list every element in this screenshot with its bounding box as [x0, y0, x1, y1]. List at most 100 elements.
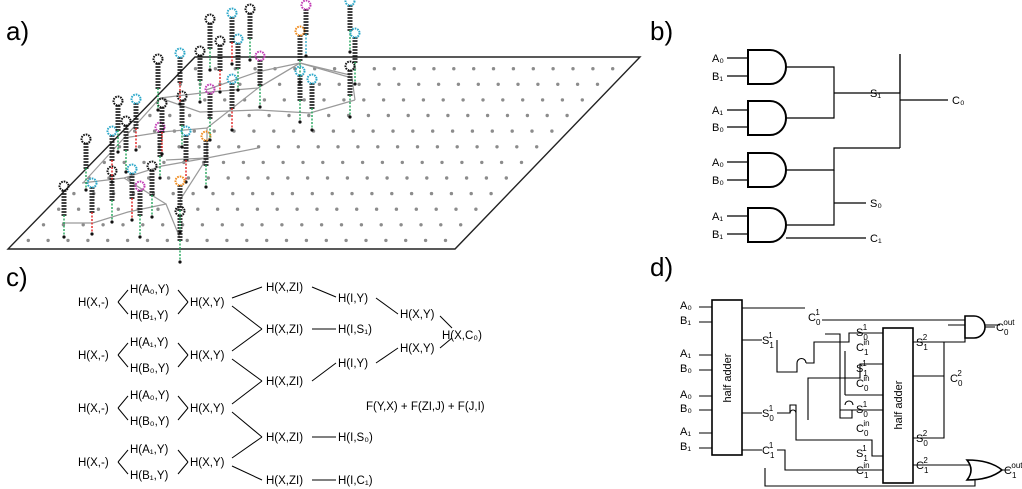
surface-dot	[489, 191, 493, 196]
merge-node: H(X,Y)	[190, 297, 225, 309]
ha2-input-label: S11	[856, 444, 868, 463]
surface-dot	[196, 207, 200, 211]
hairpin-anchor	[150, 215, 154, 219]
hairpin-anchor	[110, 220, 114, 224]
surface-dot	[377, 82, 381, 87]
surface-dot	[291, 129, 296, 133]
surface-dot	[327, 113, 331, 118]
surface-dot	[397, 82, 401, 87]
hairpin-anchor	[84, 188, 88, 192]
xy-node: H(X,Y)	[400, 343, 435, 355]
hairpin-anchor	[204, 185, 208, 189]
hairpin-anchor	[110, 180, 114, 184]
gate-input-label: B₁	[712, 71, 723, 83]
surface-dot	[391, 129, 395, 133]
cascade-edge	[231, 328, 263, 352]
hairpin-anchor	[90, 232, 94, 236]
hairpin-loop	[152, 53, 164, 65]
output-c1: C₁	[870, 233, 882, 245]
surface-dot	[287, 113, 291, 118]
cascade-edge	[231, 305, 263, 330]
cascade-edge	[311, 362, 337, 382]
pair-node-top: H(A₁,Y)	[130, 337, 169, 349]
surface-dot	[515, 145, 519, 149]
hairpin-loop	[174, 205, 186, 217]
surface-dot	[351, 129, 355, 133]
start-node: H(X,-)	[78, 403, 109, 415]
adder-input-label: B₀	[680, 403, 692, 415]
surface-dot	[390, 191, 394, 196]
hairpin-anchor	[236, 88, 240, 92]
surface-dot	[454, 207, 458, 211]
adder-input-label: A₁	[680, 348, 691, 360]
surface-dot	[322, 98, 326, 102]
surface-dot	[186, 176, 191, 180]
output-s1: S₁	[870, 88, 881, 100]
surface-dot	[431, 129, 435, 133]
ha2-input-label: C0in	[856, 374, 870, 393]
surface-dot	[336, 145, 340, 149]
hairpin-anchor	[348, 50, 352, 54]
surface-dot	[305, 176, 310, 180]
surface-dot	[281, 160, 285, 165]
hairpin-anchor	[116, 150, 120, 154]
surface-dot	[516, 82, 520, 87]
final-and-gate	[964, 315, 986, 339]
surface-dot	[277, 82, 282, 87]
hairpin-loop	[300, 0, 312, 11]
adder-input-label: B₀	[680, 363, 692, 375]
surface-dot	[595, 82, 600, 87]
zi-node: H(X,ZI)	[266, 475, 303, 487]
surface-dot	[137, 145, 142, 149]
surface-dot	[491, 67, 496, 71]
surface-dot	[432, 67, 436, 71]
hairpin-loop	[174, 47, 186, 59]
surface-dot	[321, 160, 325, 165]
surface-dot	[331, 129, 336, 133]
hairpin-anchor	[138, 235, 142, 239]
cascade-edge	[177, 395, 189, 409]
surface-dot	[429, 191, 434, 196]
surface-dot	[386, 113, 390, 118]
hairpin-anchor	[124, 170, 128, 174]
half-adder-label-2: half adder	[893, 380, 905, 429]
surface-dot	[412, 67, 416, 71]
surface-dot	[235, 207, 240, 211]
ha2-input-label: C1in	[856, 461, 870, 480]
subscript: 0	[863, 410, 868, 419]
track-lane	[257, 62, 301, 89]
panel-label-a: a)	[6, 16, 29, 46]
output-c0: C₀	[952, 95, 965, 107]
surface-dot	[255, 207, 260, 211]
surface-dot	[245, 238, 249, 243]
surface-dot	[307, 113, 311, 118]
hairpin-array	[58, 0, 361, 264]
surface-dot	[490, 129, 494, 133]
half-adder-block-1	[711, 299, 743, 456]
surface-dot	[332, 67, 337, 71]
surface-dot	[290, 191, 295, 196]
surface-dot	[317, 82, 322, 87]
ha2-output-label: C02	[950, 369, 963, 388]
surface-dot	[304, 238, 309, 243]
surface-dot	[325, 176, 330, 180]
gate-input-label: B₀	[712, 175, 724, 187]
cascade-nodes: H(X,-) H(A₀,Y) H(B₁,Y) H(X,Y) H(X,-) H(A₁,Y) H…	[78, 282, 482, 487]
surface-dot	[456, 82, 461, 87]
surface-dot	[355, 207, 359, 211]
surface-dot	[356, 145, 360, 149]
surface-dot	[510, 129, 514, 133]
panel-label-d: d)	[650, 252, 673, 282]
subscript: 0	[1004, 328, 1009, 337]
surface-dot	[372, 67, 376, 71]
reaction-cascade-panel: H(X,-) H(A₀,Y) H(B₁,Y) H(X,Y) H(X,-) H(A₁,Y) H…	[78, 282, 485, 487]
surface-dot	[414, 207, 418, 211]
surface-dot	[446, 113, 450, 118]
surface-dot	[171, 191, 175, 196]
ha2-input-label: C0in	[856, 419, 870, 438]
surface-dot	[215, 207, 220, 211]
ha1-output-label: S01	[762, 404, 774, 423]
surface-dot	[81, 223, 85, 227]
surface-dot	[404, 238, 408, 243]
